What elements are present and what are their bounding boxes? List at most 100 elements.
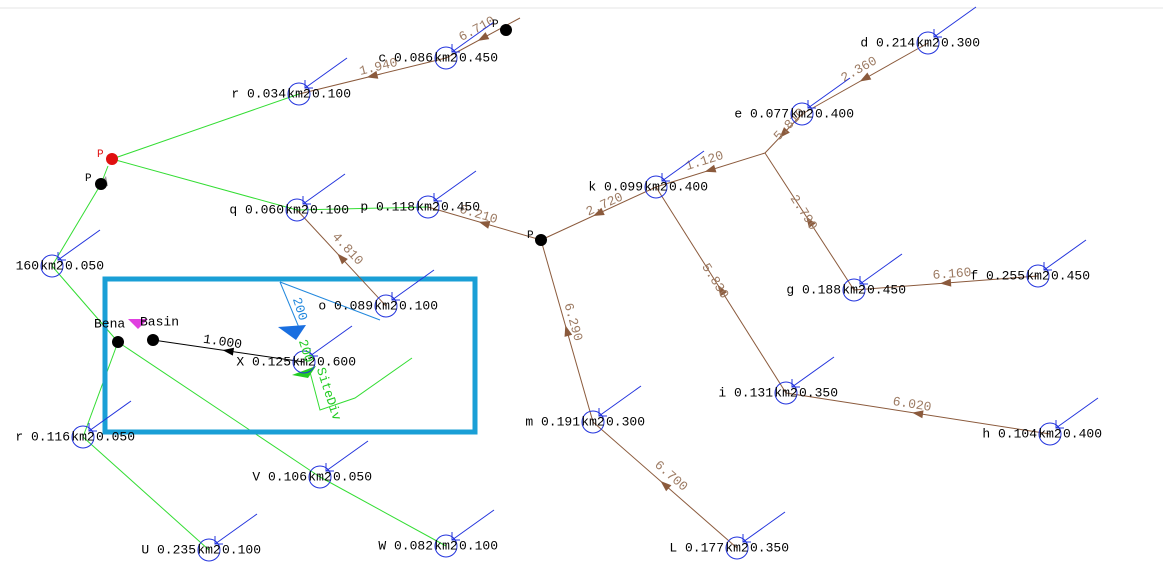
junction bbox=[106, 153, 118, 165]
flow-arrow bbox=[337, 253, 348, 265]
inflow-arrow-head bbox=[807, 100, 816, 109]
diversion-marker bbox=[278, 325, 306, 340]
subbasin-label: h 0.104 bbox=[982, 426, 1037, 441]
subbasin-coef: 0.100 bbox=[312, 86, 351, 101]
subbasin-unit: km2 bbox=[1038, 426, 1061, 441]
diversion-line bbox=[279, 281, 301, 331]
subbasin bbox=[40, 254, 64, 278]
subbasin bbox=[416, 195, 440, 219]
inflow-arrow bbox=[57, 229, 101, 261]
subbasin-label: i 0.131 bbox=[718, 385, 773, 400]
inflow-arrow-head bbox=[661, 173, 670, 182]
subbasin-coef: 0.100 bbox=[399, 298, 438, 313]
subbasin bbox=[725, 536, 749, 560]
flow-arrow bbox=[859, 72, 872, 82]
subbasin-unit: km2 bbox=[774, 385, 797, 400]
inflow-arrow-head bbox=[325, 463, 334, 472]
subbasin-label: c 0.086 bbox=[378, 50, 433, 65]
basin-marker bbox=[128, 319, 148, 329]
junction-label: P bbox=[492, 19, 499, 31]
flow-arrow bbox=[717, 284, 728, 297]
inflow-arrow-head bbox=[433, 193, 442, 202]
subbasin-unit: km2 bbox=[434, 50, 457, 65]
inflow-arrow bbox=[88, 400, 132, 432]
green-links bbox=[51, 93, 447, 551]
diversion-line bbox=[279, 281, 381, 321]
inflow-arrow-head bbox=[791, 379, 800, 388]
subbasin bbox=[916, 31, 940, 55]
subbasin-coef: 0.400 bbox=[815, 106, 854, 121]
subbasin-unit: km2 bbox=[40, 258, 63, 273]
subbasin bbox=[1026, 264, 1050, 288]
subbasin bbox=[774, 381, 798, 405]
flow-arrow bbox=[593, 207, 605, 217]
inflow-arrow bbox=[1055, 397, 1099, 429]
inflow-arrow-head bbox=[391, 292, 400, 301]
inflow-arrow bbox=[807, 77, 851, 109]
sitediv-marker bbox=[292, 366, 316, 378]
junction bbox=[147, 334, 159, 346]
subbasin-label: f 0.255 bbox=[970, 268, 1025, 283]
subbasin bbox=[842, 278, 866, 302]
subbasin-coef: 0.400 bbox=[669, 179, 708, 194]
junction-label: Basin bbox=[140, 314, 179, 329]
flow-arrow bbox=[564, 325, 573, 337]
inflow-arrow-head bbox=[214, 536, 223, 545]
subbasin-label: X 0.125 bbox=[236, 354, 291, 369]
subbasin bbox=[434, 46, 458, 70]
flow-arrow bbox=[806, 216, 816, 228]
subbasin-coef: 0.450 bbox=[1051, 268, 1090, 283]
inflow-arrow-head bbox=[451, 532, 460, 541]
subbasin-coef: 0.100 bbox=[310, 202, 349, 217]
subbasin-label: U 0.235 bbox=[141, 542, 196, 557]
subbasin bbox=[287, 82, 311, 106]
subbasin-coef: 0.100 bbox=[222, 542, 261, 557]
subbasin-coef: 0.450 bbox=[459, 50, 498, 65]
subbasin-label: g 0.188 bbox=[786, 282, 841, 297]
inflow-arrow-head bbox=[57, 252, 66, 261]
inflow-arrow-head bbox=[1055, 420, 1064, 429]
inflow-arrow bbox=[451, 509, 495, 541]
inflow-arrow bbox=[1043, 239, 1087, 271]
flow-arrow bbox=[366, 70, 379, 79]
subbasin bbox=[197, 538, 221, 562]
subbasin-coef: 0.400 bbox=[1063, 426, 1102, 441]
inflow-arrow bbox=[325, 440, 369, 472]
subbasin-unit: km2 bbox=[434, 538, 457, 553]
inflow-arrow-head bbox=[1043, 262, 1052, 271]
subbasin-label: W 0.082 bbox=[378, 538, 433, 553]
junction bbox=[535, 234, 547, 246]
subbasin-unit: km2 bbox=[197, 542, 220, 557]
subbasin-label: q 0.060 bbox=[229, 202, 284, 217]
junction-label: P bbox=[527, 230, 534, 242]
inflow-arrow bbox=[791, 356, 835, 388]
subbasin bbox=[1038, 422, 1062, 446]
inflow-arrow bbox=[933, 6, 977, 38]
inflow-arrow bbox=[391, 269, 435, 301]
subbasin-unit: km2 bbox=[842, 282, 865, 297]
inflow-arrow bbox=[304, 57, 348, 89]
selection-box bbox=[102, 276, 478, 435]
junction-label: Bena bbox=[94, 316, 125, 331]
subbasin-label: d 0.214 bbox=[860, 35, 915, 50]
inflow-arrow bbox=[302, 173, 346, 205]
subbasin bbox=[790, 102, 814, 126]
subbasin-unit: km2 bbox=[644, 179, 667, 194]
subbasin-unit: km2 bbox=[790, 106, 813, 121]
flow-arrow bbox=[477, 32, 490, 41]
junction-label: P bbox=[85, 173, 92, 185]
inflow-arrow bbox=[742, 511, 786, 543]
subbasin-coef: 0.300 bbox=[606, 414, 645, 429]
subbasin bbox=[71, 425, 95, 449]
subbasin-coef: 0.100 bbox=[459, 538, 498, 553]
subbasin-coef: 0.300 bbox=[941, 35, 980, 50]
subbasin-coef: 0.450 bbox=[441, 199, 480, 214]
inflow-arrow bbox=[859, 253, 903, 285]
subbasin bbox=[285, 198, 309, 222]
subbasin bbox=[581, 410, 605, 434]
subbasin bbox=[644, 175, 668, 199]
flow-arrow bbox=[478, 221, 491, 229]
subbasin-unit: km2 bbox=[1026, 268, 1049, 283]
